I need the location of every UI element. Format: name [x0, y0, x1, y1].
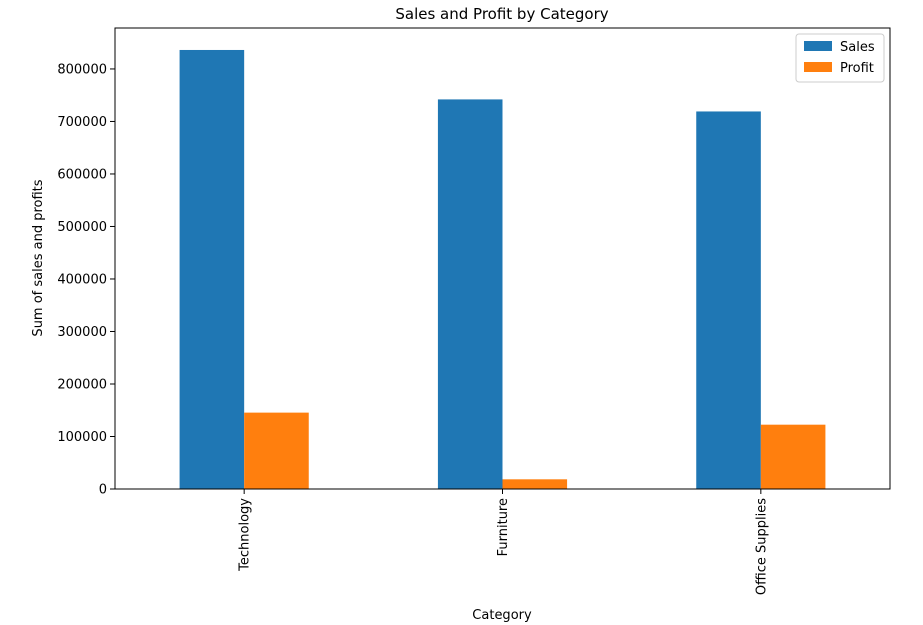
legend: Sales Profit [795, 33, 885, 83]
x-axis-label: Category [472, 608, 532, 623]
plot-area [179, 49, 826, 490]
bar-profit-furniture [502, 479, 568, 489]
y-tick-label: 700000 [57, 115, 107, 130]
bar-sales-furniture [437, 99, 503, 490]
chart-title: Sales and Profit by Category [395, 5, 608, 23]
x-axis: Technology Furniture Office Supplies [238, 489, 769, 595]
bar-sales-technology [179, 49, 245, 490]
legend-swatch-profit [804, 62, 832, 72]
x-tick-label: Technology [238, 498, 253, 572]
y-tick-label: 500000 [57, 220, 107, 235]
y-tick-label: 600000 [57, 167, 107, 182]
legend-label-profit: Profit [840, 61, 874, 76]
y-tick-label: 400000 [57, 272, 107, 287]
legend-label-sales: Sales [840, 40, 875, 55]
bar-profit-technology [244, 412, 309, 489]
x-tick-label: Furniture [496, 498, 511, 556]
y-tick-label: 100000 [57, 430, 107, 445]
x-tick-label: Office Supplies [754, 498, 769, 595]
bar-profit-office-supplies [760, 424, 826, 489]
y-tick-label: 300000 [57, 325, 107, 340]
y-tick-label: 0 [99, 483, 107, 498]
bar-sales-office-supplies [696, 111, 761, 489]
y-axis-label: Sum of sales and profits [31, 179, 46, 336]
y-tick-label: 800000 [57, 62, 107, 77]
y-tick-label: 200000 [57, 377, 107, 392]
y-axis: 0 100000 200000 300000 400000 500000 600000 700… [57, 62, 115, 498]
legend-swatch-sales [804, 41, 832, 51]
